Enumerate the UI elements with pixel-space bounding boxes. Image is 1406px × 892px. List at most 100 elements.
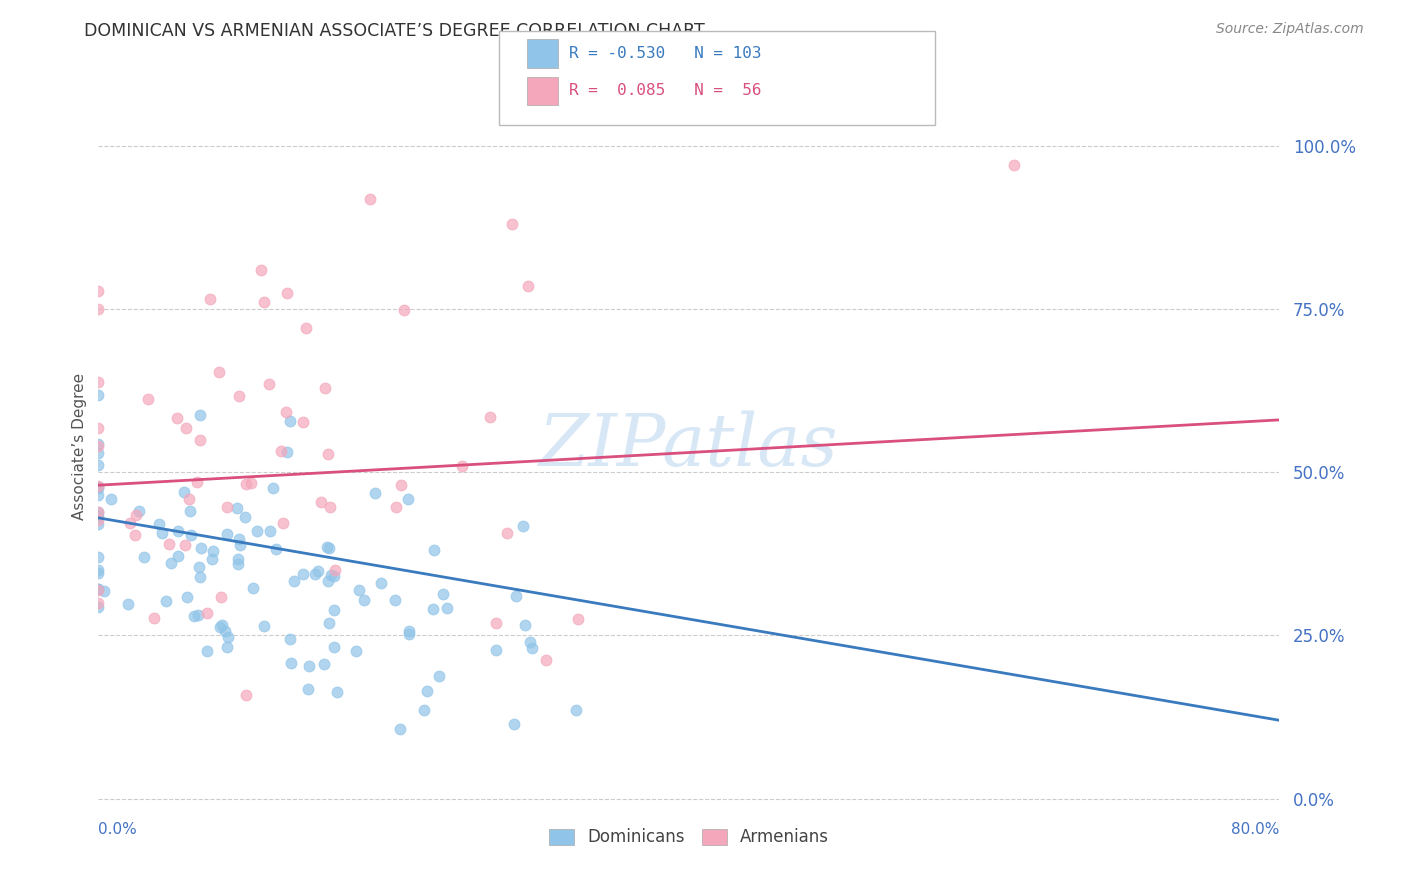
Point [188,409,211,423]
Point [125,508,148,522]
Point [87,563,110,577]
Point [242,581,264,595]
Point [291,416,314,430]
Point [246,524,269,538]
Point [517,279,540,293]
Point [211,617,233,632]
Point [451,459,474,474]
Point [427,668,450,682]
Point [323,640,346,654]
Point [229,538,252,552]
Point [167,549,190,563]
Point [389,723,412,737]
Legend: Dominicans, Armenians: Dominicans, Armenians [541,820,837,855]
Point [180,527,202,541]
Point [87,302,110,317]
Point [347,582,370,597]
Point [416,684,439,698]
Point [197,606,219,620]
Point [87,505,110,519]
Text: ZIPatlas: ZIPatlas [538,410,839,482]
Point [495,526,517,541]
Point [370,576,392,591]
Point [87,508,110,523]
Point [512,519,534,533]
Point [159,556,181,570]
Point [87,582,110,596]
Point [413,703,436,717]
Point [87,480,110,494]
Point [283,574,305,589]
Point [117,597,139,611]
Point [323,569,346,583]
Point [274,405,297,419]
Point [176,590,198,604]
Point [215,640,238,654]
Point [87,375,110,389]
Point [87,437,110,451]
Point [515,618,537,632]
Point [174,420,197,434]
Text: R =  0.085   N =  56: R = 0.085 N = 56 [569,83,762,98]
Point [134,549,156,564]
Point [505,589,527,603]
Point [394,302,416,317]
Point [259,524,281,539]
Point [309,495,332,509]
Point [87,583,110,598]
Point [136,392,159,407]
Point [186,475,208,489]
Point [87,488,110,502]
Point [280,656,302,670]
Point [385,500,408,514]
Point [183,608,205,623]
Point [273,516,295,531]
Point [87,481,110,495]
Point [344,644,367,658]
Point [209,590,232,604]
Point [364,485,387,500]
Point [215,526,238,541]
Point [228,389,250,403]
Point [157,537,180,551]
Point [322,603,344,617]
Point [239,475,262,490]
Point [422,602,444,616]
Y-axis label: Associate’s Degree: Associate’s Degree [72,373,87,519]
Point [124,528,146,542]
Point [188,570,211,584]
Point [87,446,110,460]
Text: DOMINICAN VS ARMENIAN ASSOCIATE’S DEGREE CORRELATION CHART: DOMINICAN VS ARMENIAN ASSOCIATE’S DEGREE… [84,22,706,40]
Point [187,607,209,622]
Point [423,542,446,557]
Point [87,388,110,402]
Point [316,447,339,461]
Point [276,445,298,459]
Point [297,681,319,696]
Point [155,594,177,608]
Point [87,516,110,531]
Point [384,593,406,607]
Point [128,504,150,518]
Point [100,491,122,506]
Point [87,600,110,615]
Point [396,491,419,506]
Point [280,632,302,646]
Point [226,557,249,571]
Point [250,263,273,277]
Point [201,552,224,566]
Point [314,381,336,395]
Point [253,619,276,633]
Text: 80.0%: 80.0% [1232,822,1279,837]
Point [436,601,458,615]
Point [217,630,239,644]
Point [353,593,375,607]
Point [298,659,321,673]
Point [87,566,110,580]
Point [200,292,222,306]
Text: Source: ZipAtlas.com: Source: ZipAtlas.com [1216,22,1364,37]
Point [315,540,337,554]
Point [195,644,218,658]
Point [173,539,195,553]
Point [253,295,276,310]
